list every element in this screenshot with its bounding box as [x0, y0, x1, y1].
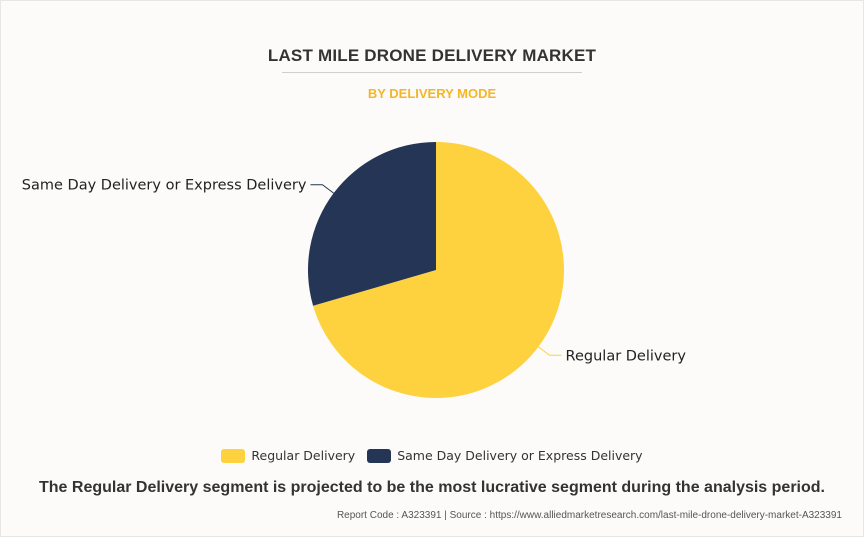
- title-divider: [282, 72, 582, 73]
- legend-swatch-0: [221, 448, 246, 463]
- source-note: Report Code : A323391 | Source : https:/…: [336, 510, 842, 521]
- leader-line-0: [538, 346, 562, 356]
- legend-item-0: Regular Delivery: [221, 448, 355, 463]
- pie-slice-same-day-express-delivery: [308, 142, 436, 306]
- chart-subtitle: BY DELIVERY MODE: [367, 86, 497, 101]
- leader-line-1: [310, 184, 334, 194]
- chart-caption: The Regular Delivery segment is projecte…: [39, 479, 825, 496]
- legend-item-1: Same Day Delivery or Express Delivery: [367, 448, 643, 463]
- chart-legend: Regular Delivery Same Day Delivery or Exp…: [0, 448, 864, 463]
- chart-title: LAST MILE DRONE DELIVERY MARKET: [267, 46, 597, 65]
- legend-label-0: Regular Delivery: [251, 448, 356, 463]
- legend-swatch-1: [367, 448, 392, 463]
- legend-label-1: Same Day Delivery or Express Delivery: [397, 448, 643, 463]
- slice-label-1: Same Day Delivery or Express Delivery: [22, 178, 307, 194]
- pie-slice-regular-delivery: [313, 142, 564, 398]
- slice-label-0: Regular Delivery: [566, 348, 687, 364]
